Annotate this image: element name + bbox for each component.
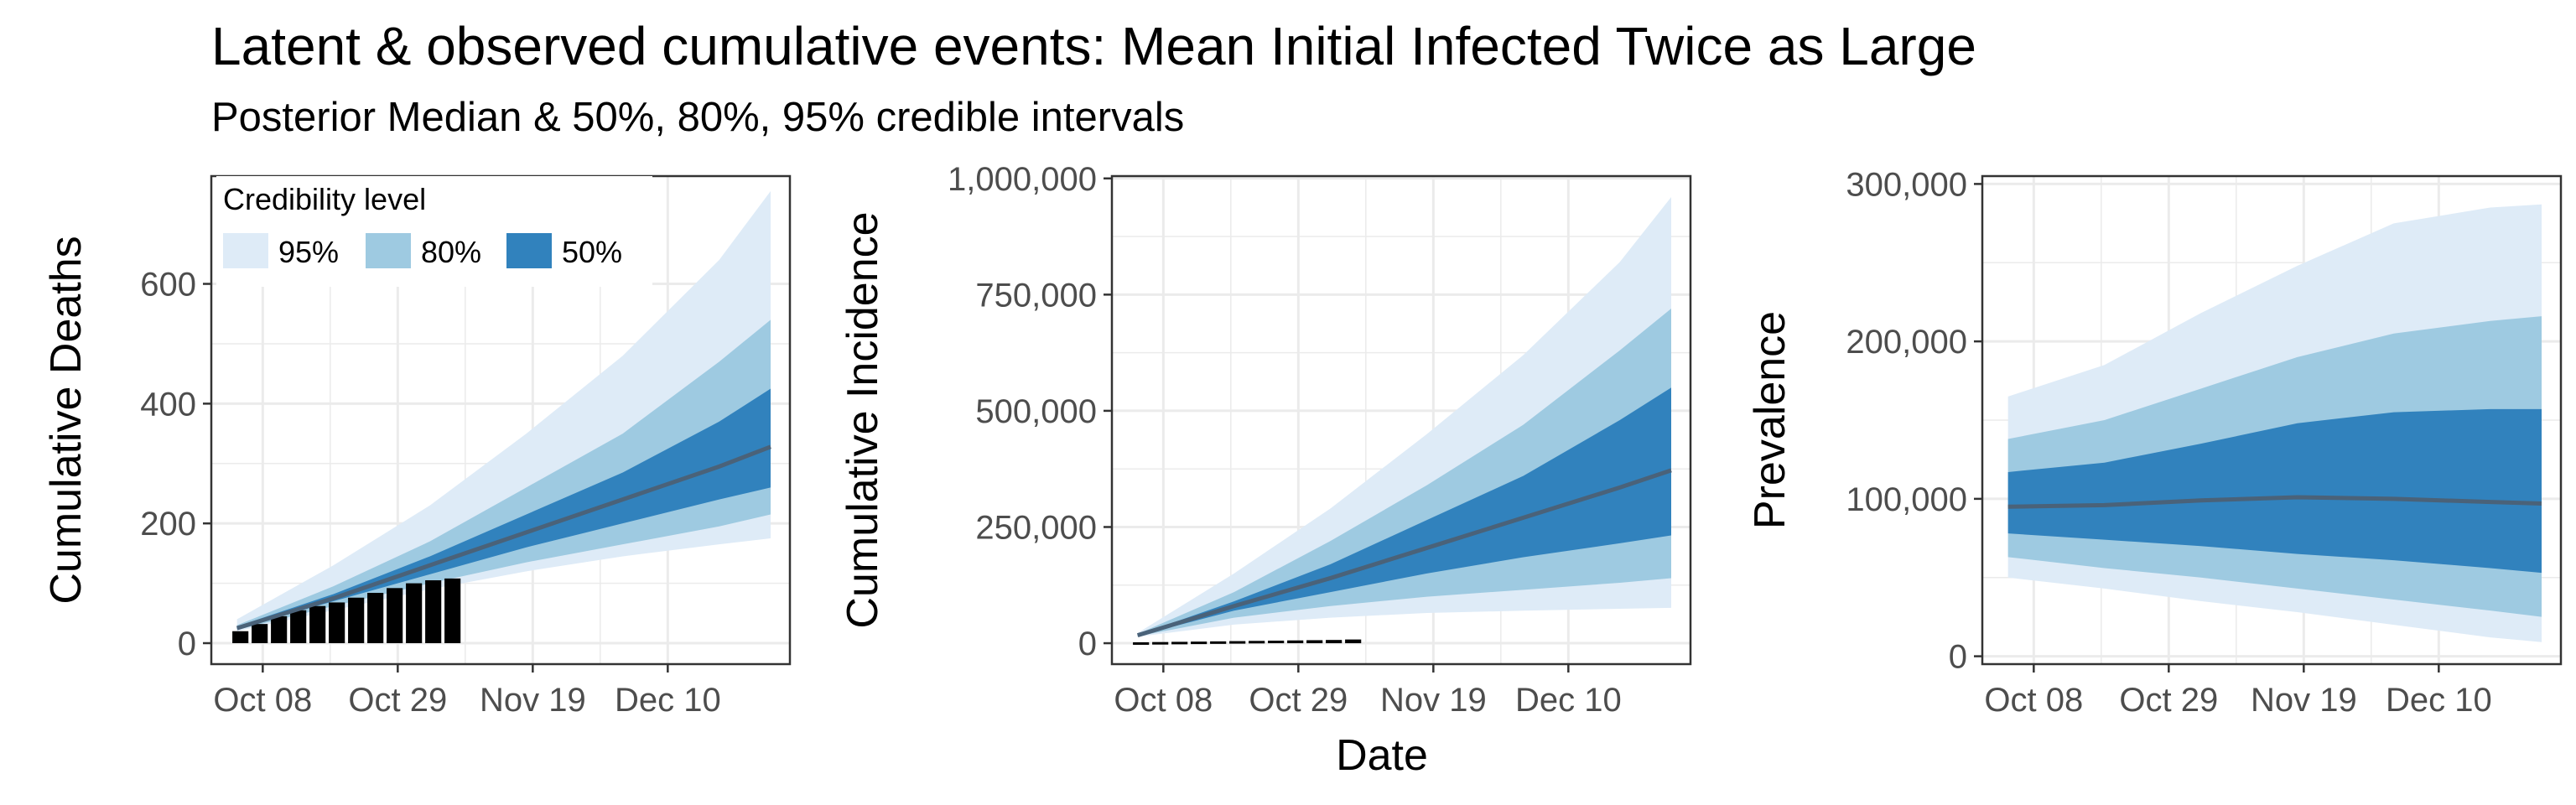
observed-bar <box>329 602 345 644</box>
chart-subtitle: Posterior Median & 50%, 80%, 95% credibl… <box>211 95 1185 140</box>
legend-key-95 <box>223 233 268 268</box>
x-tick-label: Dec 10 <box>615 682 721 719</box>
y-tick-label: 500,000 <box>975 393 1097 430</box>
band-50 <box>1137 387 1671 636</box>
x-tick-label: Oct 08 <box>1114 682 1213 719</box>
observed-bar <box>1345 639 1362 644</box>
x-tick-label: Nov 19 <box>480 682 586 719</box>
legend-key-50 <box>506 233 552 268</box>
y-tick-label: 750,000 <box>975 277 1097 314</box>
observed-bar <box>425 580 442 644</box>
y-tick-label: 400 <box>140 386 196 423</box>
band-50 <box>236 388 771 629</box>
observed-bar <box>1133 641 1150 645</box>
observed-bar <box>1229 641 1246 644</box>
panel-border <box>1110 174 1692 666</box>
panel-border <box>1981 174 2563 666</box>
observed-bar <box>1306 640 1323 644</box>
y-axis-label: Cumulative Deaths <box>42 236 91 604</box>
x-tick-label: Nov 19 <box>2251 682 2357 719</box>
observed-bar <box>1191 641 1208 645</box>
observed-bar <box>367 593 384 644</box>
observed-bar <box>444 578 461 644</box>
y-tick-label: 300,000 <box>1846 166 1967 203</box>
observed-bar <box>1171 641 1188 645</box>
observed-bar <box>1152 641 1169 645</box>
legend-background <box>216 176 652 287</box>
chart-title: Latent & observed cumulative events: Mea… <box>211 16 1976 76</box>
observed-bar <box>232 631 249 644</box>
x-tick-label: Oct 08 <box>213 682 312 719</box>
median-line <box>236 444 771 631</box>
legend-label-50: 50% <box>562 235 622 269</box>
median-line <box>1136 468 1672 638</box>
y-tick-label: 100,000 <box>1846 481 1967 518</box>
y-tick-label: 200,000 <box>1846 324 1967 361</box>
panel-3: 0 100,000 200,000 300,000 Oct 08 Oct 29 Nov 19… <box>1746 166 2563 719</box>
legend-key-80 <box>366 233 411 268</box>
observed-bar <box>1287 640 1304 644</box>
observed-bar <box>406 583 423 644</box>
legend-label-80: 80% <box>421 235 481 269</box>
median-line <box>2007 495 2542 509</box>
y-tick-label: 1,000,000 <box>948 161 1097 198</box>
observed-bar <box>1210 641 1227 644</box>
x-tick-label: Oct 29 <box>2119 682 2218 719</box>
panel-2: 0 250,000 500,000 750,000 1,000,000 Oct 08 Oct… <box>839 161 1692 719</box>
legend-title: Credibility level <box>223 182 426 216</box>
legend: Credibility level 95% 80% 50% <box>216 176 652 287</box>
y-tick-label: 0 <box>178 626 196 662</box>
y-axis-label: Cumulative Incidence <box>839 211 887 628</box>
observed-bar <box>387 588 403 644</box>
observed-bar <box>1249 641 1265 644</box>
x-tick-label: Dec 10 <box>1515 682 1622 719</box>
band-50 <box>2007 408 2542 574</box>
x-tick-label: Dec 10 <box>2386 682 2492 719</box>
legend-label-95: 95% <box>278 235 339 269</box>
y-tick-label: 200 <box>140 506 196 543</box>
x-tick-label: Oct 29 <box>348 682 447 719</box>
observed-bar <box>271 615 288 644</box>
observed-bar <box>252 624 268 644</box>
y-tick-label: 250,000 <box>975 509 1097 546</box>
observed-bar <box>1326 640 1343 644</box>
observed-bar <box>1268 641 1285 644</box>
observed-bar <box>290 610 307 644</box>
y-tick-label: 0 <box>1078 626 1097 662</box>
observed-bar <box>309 605 326 644</box>
x-tick-label: Oct 29 <box>1249 682 1348 719</box>
x-axis-label: Date <box>1336 731 1428 780</box>
y-axis-label: Prevalence <box>1746 311 1794 529</box>
x-tick-label: Nov 19 <box>1380 682 1487 719</box>
y-tick-label: 600 <box>140 267 196 304</box>
x-tick-label: Oct 08 <box>1984 682 2083 719</box>
y-tick-label: 0 <box>1949 639 1967 676</box>
observed-bar <box>348 597 365 644</box>
